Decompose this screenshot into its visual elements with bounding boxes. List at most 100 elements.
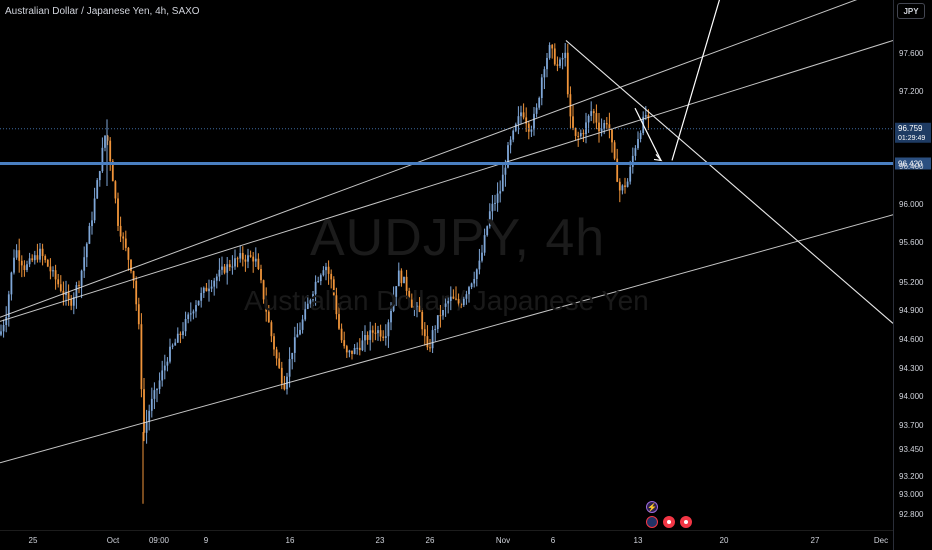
candle-body [195,305,197,312]
candle-body [275,349,278,359]
candle-body [405,276,408,291]
currency-button[interactable]: JPY [897,3,925,19]
price-tick-label: 97.200 [899,87,924,96]
candle-body [265,299,268,312]
candle-body [130,259,132,272]
candle-body [517,116,520,125]
candle-body [124,238,127,248]
candle-body [338,314,340,329]
price-tick-label: 93.200 [899,472,924,481]
candle-body [7,294,10,318]
candle-body [564,52,567,58]
candle-body [364,335,366,341]
candle-body [366,335,369,340]
candle-body [590,111,593,116]
candle-body [78,285,80,287]
candle-body [462,298,465,306]
event-dot-icon[interactable] [663,516,675,528]
candle-body [392,296,395,311]
candle-body [111,161,114,182]
candle-body [257,258,260,270]
candle-body [33,255,36,261]
candle-body [551,45,554,49]
candle-body [135,280,138,305]
trendline [0,40,894,322]
candle-body [234,258,236,267]
candle-body [442,306,444,316]
candle-body [210,286,213,289]
candle-body [410,299,413,308]
candle-body [244,259,247,262]
candle-body [174,342,177,346]
candle-body [647,115,650,118]
candle-body [514,124,517,131]
candle-body [595,113,598,123]
candle-body [314,281,317,295]
candle-body [221,266,223,270]
candle-body [197,300,200,306]
candle-body [496,193,499,203]
candle-body [353,347,356,354]
time-tick-label: 20 [720,536,729,545]
candle-body [153,390,156,399]
candle-body [527,123,530,132]
candle-body [96,180,99,199]
price-tick-label: 94.000 [899,392,924,401]
candle-body [408,290,411,300]
candle-body [559,59,561,66]
candlestick-series [0,42,650,504]
countdown-label: 01:29:49 [898,135,925,142]
lightning-icon[interactable]: ⚡ [646,501,658,513]
candle-body [618,181,621,191]
candle-body [187,314,190,320]
candle-body [278,358,281,368]
candle-body [215,276,218,281]
candle-body [132,271,135,281]
candle-body [161,370,164,381]
candle-body [403,276,405,284]
candle-body [88,226,91,244]
au-flag-icon[interactable] [646,516,658,528]
price-tick-label: 94.300 [899,364,924,373]
candle-body [236,258,239,260]
candle-body [176,333,179,343]
event-dot-icon[interactable] [680,516,692,528]
candle-body [247,255,249,262]
candle-body [416,305,418,307]
time-tick-label: Oct [107,536,120,545]
candle-body [452,296,455,299]
candle-body [504,167,507,175]
candle-body [13,257,15,273]
candle-body [85,243,88,258]
candle-body [312,294,314,301]
candle-body [423,329,426,337]
candle-body [319,275,322,282]
candle-body [150,398,153,411]
candle-body [171,345,174,347]
candle-body [525,117,528,124]
candle-body [340,328,343,341]
candle-body [104,135,106,148]
candle-body [166,361,169,366]
candle-body [431,330,434,349]
candle-body [572,116,574,128]
candle-body [91,220,93,227]
time-tick-label: 13 [634,536,643,545]
candle-body [548,45,551,58]
price-tick-label: 95.600 [899,238,924,247]
trendline [0,0,858,318]
candle-body [179,333,182,335]
candle-body [488,211,491,227]
candle-body [421,311,424,330]
candle-body [44,256,47,260]
candle-body [23,265,26,271]
candle-body [184,319,187,332]
candle-body [260,269,262,281]
candle-body [470,283,473,288]
candle-body [293,337,296,353]
candle-body [101,147,104,172]
projection-arrow [634,0,721,162]
price-tick-label: 94.900 [899,306,924,315]
candle-body [2,324,5,332]
